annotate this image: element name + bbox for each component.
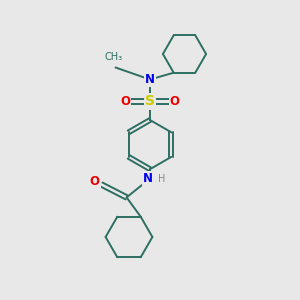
Text: S: S: [145, 94, 155, 108]
Text: O: O: [169, 95, 180, 108]
Text: CH₃: CH₃: [105, 52, 123, 62]
Text: O: O: [90, 175, 100, 188]
Text: O: O: [120, 95, 130, 108]
Text: N: N: [142, 172, 153, 185]
Text: H: H: [158, 173, 165, 184]
Text: N: N: [145, 73, 155, 86]
